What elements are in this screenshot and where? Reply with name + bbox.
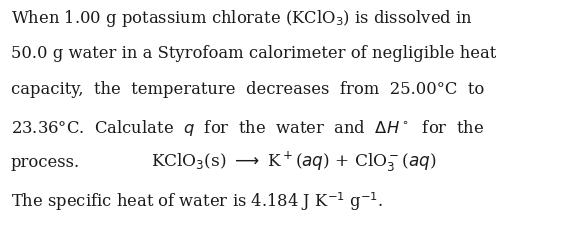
- Text: capacity,  the  temperature  decreases  from  25.00°C  to: capacity, the temperature decreases from…: [11, 81, 484, 98]
- Text: KClO$_3$(s) $\longrightarrow$ K$^+$($aq$) + ClO$_3^-$($aq$): KClO$_3$(s) $\longrightarrow$ K$^+$($aq$…: [151, 150, 436, 174]
- Text: When 1.00 g potassium chlorate (KClO$_3$) is dissolved in: When 1.00 g potassium chlorate (KClO$_3$…: [11, 8, 473, 29]
- Text: 50.0 g water in a Styrofoam calorimeter of negligible heat: 50.0 g water in a Styrofoam calorimeter …: [11, 45, 496, 62]
- Text: process.: process.: [11, 154, 80, 171]
- Text: The specific heat of water is 4.184 J K$^{-1}$ g$^{-1}$.: The specific heat of water is 4.184 J K$…: [11, 190, 383, 213]
- Text: 23.36°C.  Calculate  $q$  for  the  water  and  $\Delta H^\circ$  for  the: 23.36°C. Calculate $q$ for the water and…: [11, 118, 484, 137]
